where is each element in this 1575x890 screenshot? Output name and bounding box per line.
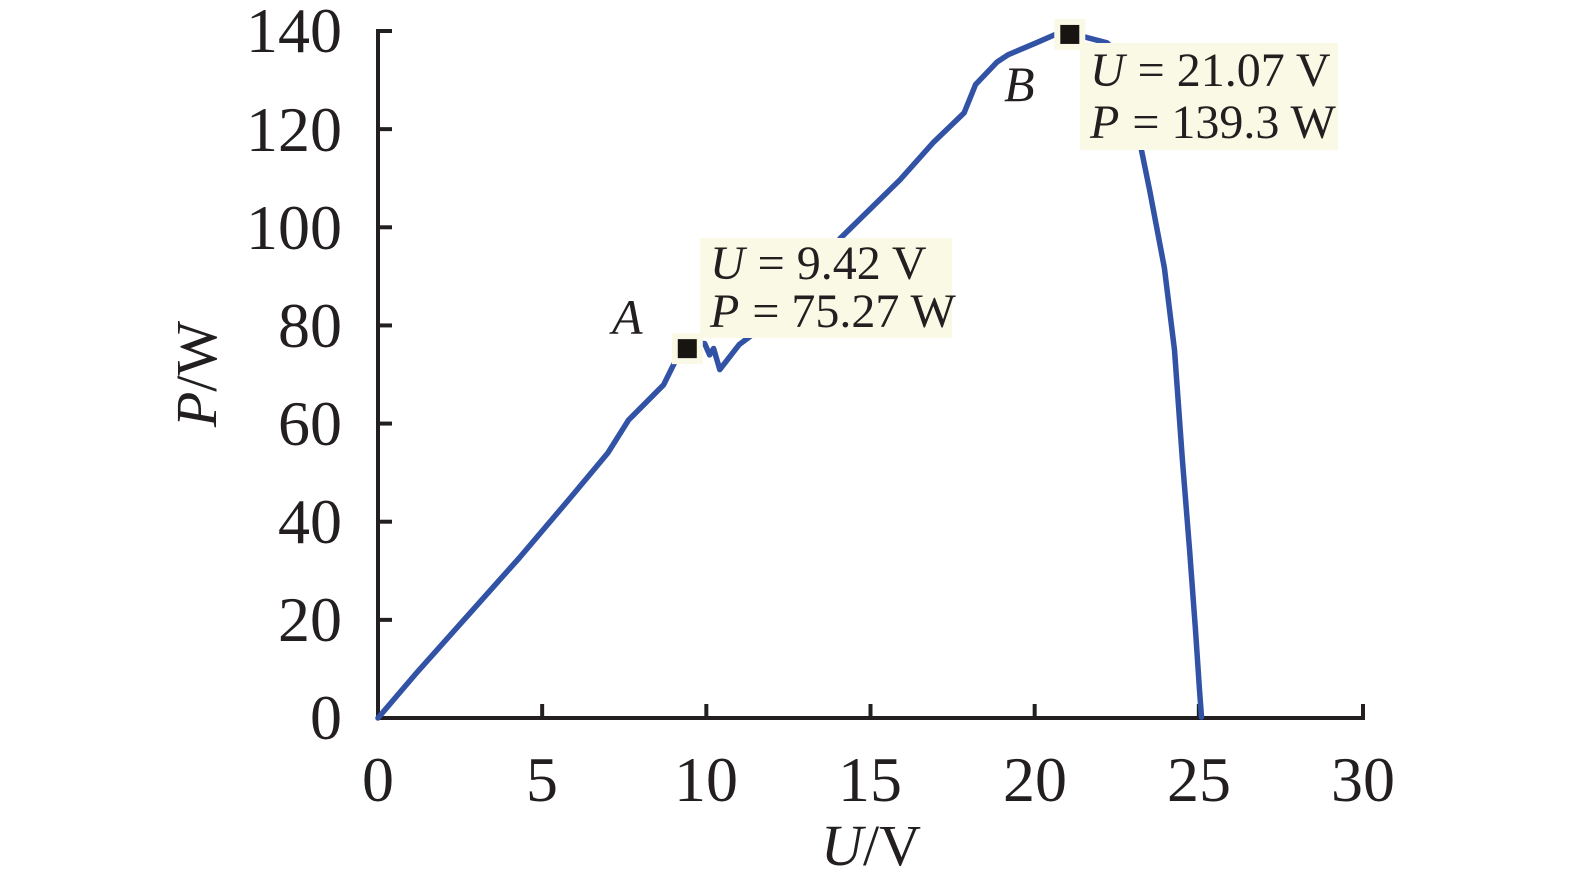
x-tick-label-0: 0 bbox=[362, 744, 394, 815]
y-axis-label: P/W bbox=[164, 321, 229, 427]
annotation-box-A: U = 9.42 V P = 75.27 W bbox=[700, 237, 956, 338]
y-tick-label-80: 80 bbox=[278, 290, 342, 361]
annotation-A-line-p: P = 75.27 W bbox=[710, 285, 956, 338]
point-label-B: B bbox=[1004, 56, 1035, 112]
x-axis-unit: V bbox=[879, 813, 921, 878]
y-tick-label-60: 60 bbox=[278, 388, 342, 459]
x-tick-label-30: 30 bbox=[1331, 744, 1395, 815]
x-tick-label-20: 20 bbox=[1003, 744, 1067, 815]
x-tick-label-25: 25 bbox=[1167, 744, 1231, 815]
annotation-box-B: U = 21.07 V P = 139.3 W bbox=[1080, 43, 1338, 150]
y-tick-label-0: 0 bbox=[310, 682, 342, 753]
x-axis-separator: / bbox=[862, 813, 880, 878]
marker-B bbox=[1060, 24, 1080, 44]
y-axis-separator: / bbox=[164, 375, 229, 392]
x-tick-label-15: 15 bbox=[838, 744, 902, 815]
y-axis-unit: W bbox=[164, 320, 229, 376]
y-tick-label-20: 20 bbox=[278, 584, 342, 655]
annotation-A-line-u: U = 9.42 V bbox=[710, 237, 927, 290]
y-tick-label-120: 120 bbox=[246, 94, 342, 165]
y-tick-label-140: 140 bbox=[246, 0, 342, 66]
x-axis-quantity: U bbox=[821, 813, 863, 878]
y-tick-label-100: 100 bbox=[246, 192, 342, 263]
x-tick-label-10: 10 bbox=[674, 744, 738, 815]
point-label-A: A bbox=[612, 289, 643, 345]
curve-line bbox=[375, 31, 1205, 721]
y-tick-label-40: 40 bbox=[278, 486, 342, 557]
x-tick-label-5: 5 bbox=[526, 744, 558, 815]
marker-A bbox=[677, 339, 697, 359]
x-axis-label: U/V bbox=[821, 817, 921, 875]
annotation-B-line-u: U = 21.07 V bbox=[1090, 44, 1331, 97]
y-axis-quantity: P bbox=[164, 391, 229, 428]
annotation-B-line-p: P = 139.3 W bbox=[1090, 96, 1336, 149]
